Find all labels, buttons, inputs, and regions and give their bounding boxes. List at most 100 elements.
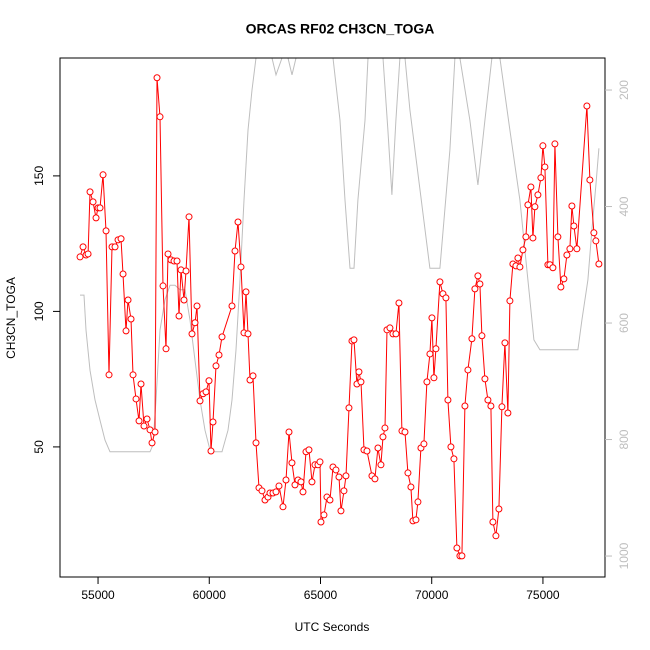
data-point: [188, 330, 196, 338]
data-point: [153, 74, 161, 82]
data-point: [285, 428, 293, 436]
data-point: [316, 458, 324, 466]
data-point: [275, 482, 283, 490]
data-point: [335, 473, 343, 481]
data-point: [436, 278, 444, 286]
data-point: [124, 296, 132, 304]
data-point: [386, 324, 394, 332]
data-point: [430, 374, 438, 382]
data-point: [234, 218, 242, 226]
data-point: [453, 544, 461, 552]
data-point: [117, 235, 125, 243]
y2-tick-label: 400: [617, 196, 631, 216]
data-point: [99, 171, 107, 179]
data-point: [560, 275, 568, 283]
x-tick-label: 55000: [81, 588, 115, 602]
data-point: [519, 246, 527, 254]
data-point: [484, 396, 492, 404]
data-point: [447, 443, 455, 451]
data-point: [474, 272, 482, 280]
data-point: [282, 476, 290, 484]
data-point: [111, 243, 119, 251]
data-point: [414, 498, 422, 506]
y2-tick-label: 600: [617, 313, 631, 333]
data-point: [590, 229, 598, 237]
y-axis-label: CH3CN_TOGA: [4, 277, 18, 359]
data-point: [478, 332, 486, 340]
data-point: [207, 447, 215, 455]
data-point: [404, 469, 412, 477]
plot-area: [76, 58, 603, 560]
data-point: [426, 350, 434, 358]
data-point: [182, 267, 190, 275]
data-point: [159, 282, 167, 290]
data-point: [196, 397, 204, 405]
data-point: [320, 511, 328, 519]
data-point: [252, 439, 260, 447]
chart-title: ORCAS RF02 CH3CN_TOGA: [246, 21, 435, 37]
data-point: [84, 250, 92, 258]
data-point: [379, 433, 387, 441]
x-axis-label: UTC Seconds: [295, 620, 370, 634]
data-point: [345, 404, 353, 412]
data-point: [105, 371, 113, 379]
data-point: [258, 487, 266, 495]
data-point: [212, 362, 220, 370]
data-point: [489, 518, 497, 526]
data-point: [76, 253, 84, 261]
data-point: [450, 455, 458, 463]
data-point: [143, 415, 151, 423]
data-point: [332, 466, 340, 474]
data-point: [566, 245, 574, 253]
data-point: [374, 444, 382, 452]
data-point: [420, 440, 428, 448]
data-point: [162, 345, 170, 353]
data-point: [363, 447, 371, 455]
data-point: [173, 257, 181, 265]
data-point: [193, 302, 201, 310]
data-point: [539, 142, 547, 150]
data-point: [140, 422, 148, 430]
data-point: [407, 483, 415, 491]
data-point: [551, 140, 559, 148]
data-point: [492, 532, 500, 540]
data-point: [549, 264, 557, 272]
data-point: [401, 428, 409, 436]
data-point: [191, 319, 199, 327]
x-tick-label: 75000: [526, 588, 560, 602]
x-tick-label: 65000: [304, 588, 338, 602]
data-point: [476, 280, 484, 288]
x-tick-label: 60000: [193, 588, 227, 602]
data-point: [527, 183, 535, 191]
data-point: [288, 459, 296, 467]
data-point: [514, 254, 522, 262]
data-point: [218, 333, 226, 341]
y2-line: [80, 58, 600, 453]
data-point: [529, 234, 537, 242]
data-point: [185, 213, 193, 221]
data-point: [428, 314, 436, 322]
data-point: [175, 312, 183, 320]
data-point: [272, 488, 280, 496]
data-point: [412, 516, 420, 524]
x-tick-label: 70000: [415, 588, 449, 602]
data-point: [442, 294, 450, 302]
data-point: [444, 396, 452, 404]
data-point: [487, 402, 495, 410]
data-point: [215, 351, 223, 359]
data-point: [308, 478, 316, 486]
data-point: [202, 388, 210, 396]
data-point: [205, 377, 213, 385]
data-point: [371, 475, 379, 483]
data-point: [498, 403, 506, 411]
data-point: [541, 163, 549, 171]
data-point: [326, 496, 334, 504]
data-point: [563, 251, 571, 259]
data-point: [583, 102, 591, 110]
data-point: [231, 247, 239, 255]
data-point: [209, 418, 217, 426]
data-point: [102, 227, 110, 235]
data-point: [461, 402, 469, 410]
data-point: [350, 336, 358, 344]
